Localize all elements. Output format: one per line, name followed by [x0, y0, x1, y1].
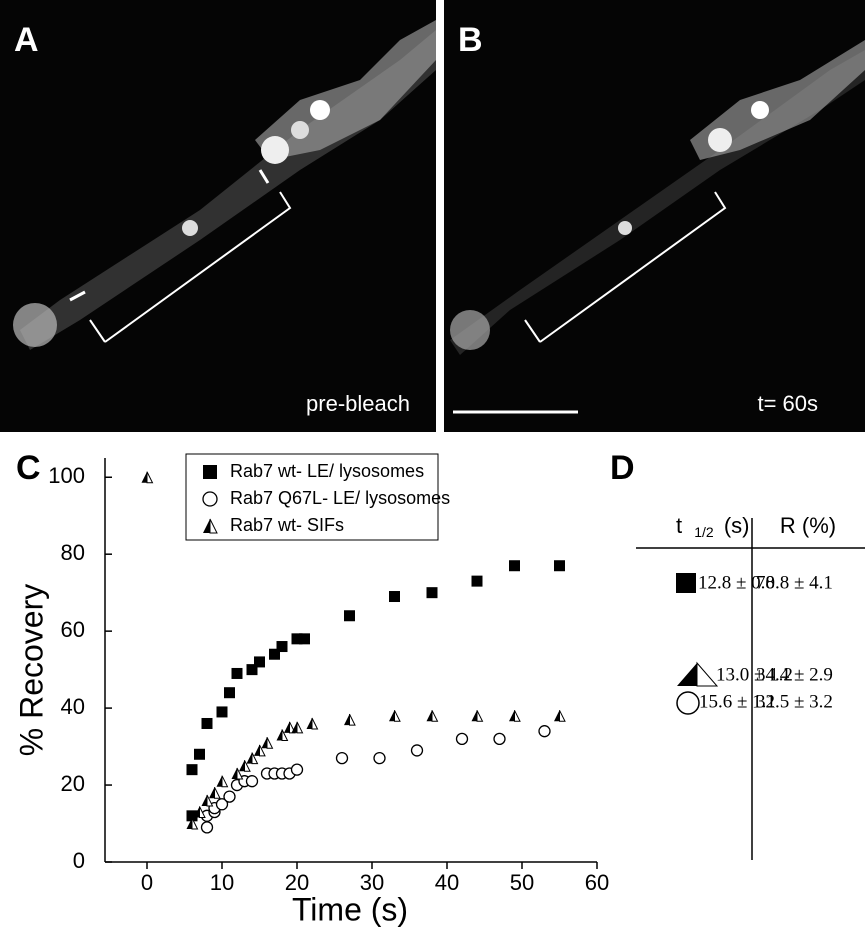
- data-point: [471, 710, 484, 722]
- legend: [185, 453, 439, 541]
- legend-label: Rab7 wt- LE/ lysosomes: [230, 461, 424, 481]
- data-point: [246, 752, 259, 765]
- data-point: [493, 732, 506, 746]
- y-tick-label: 0: [73, 848, 85, 873]
- data-point: [245, 775, 259, 788]
- x-tick-label: 60: [585, 870, 609, 895]
- data-point: [186, 810, 198, 822]
- cell: 32.5 ± 3.2: [756, 691, 833, 712]
- cell: 34.4 ± 2.9: [756, 664, 833, 685]
- data-point: [215, 798, 229, 811]
- data-point: [216, 775, 229, 788]
- y-tick-label: 100: [48, 463, 85, 488]
- data-point: [194, 806, 206, 818]
- x-tick-label: 50: [510, 870, 534, 895]
- data-point: [209, 787, 221, 799]
- data-point: [261, 737, 274, 749]
- data-point: [471, 575, 483, 587]
- data-point: [291, 721, 304, 734]
- cell: 15.6 ± 1.1: [699, 691, 776, 712]
- data-point: [344, 610, 355, 622]
- micrograph-a: [0, 0, 436, 432]
- caption: t= 60s: [757, 391, 818, 416]
- data-point: [223, 790, 236, 803]
- data-point: [509, 710, 521, 722]
- x-axis-label: Time (s): [292, 891, 408, 927]
- data-point: [246, 664, 258, 676]
- data-point: [426, 587, 438, 599]
- data-point: [231, 667, 243, 679]
- y-tick-label: 40: [61, 694, 85, 719]
- data-point: [231, 767, 244, 780]
- data-point: [254, 656, 265, 668]
- legend-marker: [203, 465, 217, 479]
- data-point: [239, 760, 251, 772]
- cell: 12.8 ± 0.8: [698, 572, 775, 593]
- data-point: [201, 794, 214, 807]
- data-point: [344, 713, 356, 726]
- micrograph-b: [444, 0, 865, 432]
- header-cell: R (%): [780, 513, 836, 538]
- cell: 13.0 ± 1.2: [716, 664, 793, 685]
- y-axis-label: % Recovery: [13, 584, 49, 757]
- x-tick-label: 10: [210, 870, 234, 895]
- x-tick-label: 20: [285, 870, 309, 895]
- panel-label: A: [14, 21, 39, 59]
- x-tick-label: 40: [435, 870, 459, 895]
- data-point: [216, 706, 228, 718]
- caption: pre-bleach: [306, 391, 410, 416]
- data-point: [554, 710, 566, 722]
- legend-label: Rab7 wt- SIFs: [230, 515, 344, 535]
- data-point: [254, 744, 266, 757]
- y-tick-label: 60: [61, 617, 85, 642]
- data-point: [426, 710, 439, 722]
- data-point: [554, 560, 565, 572]
- panel-label: C: [16, 449, 41, 487]
- data-point: [201, 717, 213, 729]
- data-point: [306, 717, 319, 730]
- table: D t 1/2 (s) R (%) 12.8 ± 0.8 70.8 ± 4.1 …: [610, 449, 865, 860]
- data-point: [410, 744, 424, 757]
- data-point: [373, 751, 386, 765]
- y-tick-label: 80: [61, 540, 85, 565]
- data-point: [276, 641, 288, 653]
- data-point: [194, 748, 205, 760]
- data-point: [141, 471, 154, 484]
- cell: 70.8 ± 4.1: [756, 572, 833, 593]
- data-point: [538, 725, 551, 738]
- chart: C Time (s) % Recovery 0 20 40 60 80 100 0 10 20 3…: [13, 449, 609, 927]
- data-point: [335, 751, 349, 765]
- data-point: [276, 729, 289, 742]
- panel-label: B: [458, 21, 483, 59]
- data-point: [200, 821, 214, 834]
- legend-marker: [203, 518, 218, 534]
- data-point: [224, 687, 235, 699]
- data-point: [291, 633, 303, 645]
- data-point: [186, 764, 198, 776]
- x-tick-label: 30: [360, 870, 384, 895]
- y-tick-label: 20: [61, 771, 85, 796]
- legend-label: Rab7 Q67L- LE/ lysosomes: [230, 488, 450, 508]
- data-point: [269, 648, 280, 660]
- data-point: [389, 710, 401, 722]
- data-point: [186, 817, 199, 830]
- data-point: [290, 763, 304, 776]
- x-tick-label: 0: [141, 870, 153, 895]
- data-point: [389, 591, 400, 603]
- panel-label: D: [610, 449, 635, 487]
- header-cell: t 1/2 (s): [676, 513, 750, 544]
- data-point: [509, 560, 520, 572]
- data-point: [299, 633, 310, 645]
- legend-marker: [202, 491, 218, 507]
- data-point: [455, 732, 469, 746]
